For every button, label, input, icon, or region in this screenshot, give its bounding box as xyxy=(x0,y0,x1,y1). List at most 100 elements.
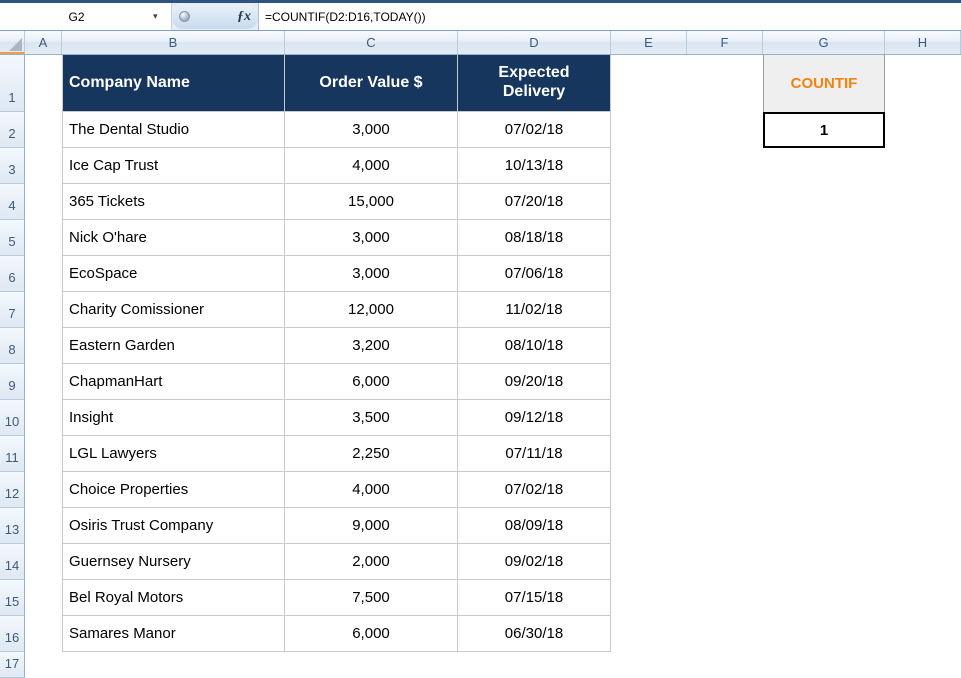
cell-C14[interactable]: 2,000 xyxy=(285,544,458,580)
cell-E14[interactable] xyxy=(611,544,687,580)
cell-F11[interactable] xyxy=(687,436,763,472)
cell-B12[interactable]: Choice Properties xyxy=(62,472,285,508)
cell-C16[interactable]: 6,000 xyxy=(285,616,458,652)
cell-E8[interactable] xyxy=(611,328,687,364)
cell-H1[interactable] xyxy=(885,55,961,112)
cell-F1[interactable] xyxy=(687,55,763,112)
cell-D11[interactable]: 07/11/18 xyxy=(458,436,611,472)
cell-E16[interactable] xyxy=(611,616,687,652)
cell-D9[interactable]: 09/20/18 xyxy=(458,364,611,400)
cell-B3[interactable]: Ice Cap Trust xyxy=(62,148,285,184)
cell-D1[interactable]: Expected Delivery xyxy=(458,55,611,112)
cell-C10[interactable]: 3,500 xyxy=(285,400,458,436)
cell-C5[interactable]: 3,000 xyxy=(285,220,458,256)
cell-G14[interactable] xyxy=(763,544,885,580)
cell-H8[interactable] xyxy=(885,328,961,364)
cell-A2[interactable] xyxy=(25,112,62,148)
cell-D14[interactable]: 09/02/18 xyxy=(458,544,611,580)
cell-H5[interactable] xyxy=(885,220,961,256)
cell-C13[interactable]: 9,000 xyxy=(285,508,458,544)
cell-D16[interactable]: 06/30/18 xyxy=(458,616,611,652)
cell-D6[interactable]: 07/06/18 xyxy=(458,256,611,292)
cell-G7[interactable] xyxy=(763,292,885,328)
row-header-12[interactable]: 12 xyxy=(0,472,25,508)
cell-C9[interactable]: 6,000 xyxy=(285,364,458,400)
row-header-17[interactable]: 17 xyxy=(0,652,25,678)
row-header-6[interactable]: 6 xyxy=(0,256,25,292)
cell-B8[interactable]: Eastern Garden xyxy=(62,328,285,364)
cell-H3[interactable] xyxy=(885,148,961,184)
cell-G16[interactable] xyxy=(763,616,885,652)
cell-F9[interactable] xyxy=(687,364,763,400)
cell-G8[interactable] xyxy=(763,328,885,364)
cell-C15[interactable]: 7,500 xyxy=(285,580,458,616)
cell-B2[interactable]: The Dental Studio xyxy=(62,112,285,148)
cell-A1[interactable] xyxy=(25,55,62,112)
cell-A6[interactable] xyxy=(25,256,62,292)
cell-B10[interactable]: Insight xyxy=(62,400,285,436)
cell-B11[interactable]: LGL Lawyers xyxy=(62,436,285,472)
cell-A5[interactable] xyxy=(25,220,62,256)
cell-E2[interactable] xyxy=(611,112,687,148)
cell-E5[interactable] xyxy=(611,220,687,256)
cell-A11[interactable] xyxy=(25,436,62,472)
cell-H9[interactable] xyxy=(885,364,961,400)
cell-F5[interactable] xyxy=(687,220,763,256)
cell-F3[interactable] xyxy=(687,148,763,184)
cell-F17[interactable] xyxy=(687,652,763,678)
col-header-G[interactable]: G xyxy=(763,31,885,54)
row-header-8[interactable]: 8 xyxy=(0,328,25,364)
row-header-3[interactable]: 3 xyxy=(0,148,25,184)
col-header-F[interactable]: F xyxy=(687,31,763,54)
col-header-H[interactable]: H xyxy=(885,31,961,54)
cell-D15[interactable]: 07/15/18 xyxy=(458,580,611,616)
cell-H7[interactable] xyxy=(885,292,961,328)
cell-H4[interactable] xyxy=(885,184,961,220)
row-header-16[interactable]: 16 xyxy=(0,616,25,652)
cell-G9[interactable] xyxy=(763,364,885,400)
col-header-A[interactable]: A xyxy=(25,31,62,54)
cell-F7[interactable] xyxy=(687,292,763,328)
col-header-D[interactable]: D xyxy=(458,31,611,54)
cell-F2[interactable] xyxy=(687,112,763,148)
select-all-corner[interactable] xyxy=(0,31,25,54)
row-header-14[interactable]: 14 xyxy=(0,544,25,580)
cell-C8[interactable]: 3,200 xyxy=(285,328,458,364)
row-header-4[interactable]: 4 xyxy=(0,184,25,220)
cell-D10[interactable]: 09/12/18 xyxy=(458,400,611,436)
cell-B16[interactable]: Samares Manor xyxy=(62,616,285,652)
row-header-1[interactable]: 1 xyxy=(0,55,25,112)
cell-A14[interactable] xyxy=(25,544,62,580)
cell-E11[interactable] xyxy=(611,436,687,472)
cell-A15[interactable] xyxy=(25,580,62,616)
cell-B13[interactable]: Osiris Trust Company xyxy=(62,508,285,544)
cell-E4[interactable] xyxy=(611,184,687,220)
cell-A10[interactable] xyxy=(25,400,62,436)
cell-E3[interactable] xyxy=(611,148,687,184)
cell-E9[interactable] xyxy=(611,364,687,400)
cell-B1[interactable]: Company Name xyxy=(62,55,285,112)
row-header-2[interactable]: 2 xyxy=(0,112,25,148)
cell-B4[interactable]: 365 Tickets xyxy=(62,184,285,220)
cell-B9[interactable]: ChapmanHart xyxy=(62,364,285,400)
cell-G13[interactable] xyxy=(763,508,885,544)
cell-H15[interactable] xyxy=(885,580,961,616)
cell-G3[interactable] xyxy=(763,148,885,184)
cell-A13[interactable] xyxy=(25,508,62,544)
formula-input[interactable]: =COUNTIF(D2:D16,TODAY()) xyxy=(259,3,961,30)
cell-E7[interactable] xyxy=(611,292,687,328)
cell-D5[interactable]: 08/18/18 xyxy=(458,220,611,256)
cell-G17[interactable] xyxy=(763,652,885,678)
cell-B7[interactable]: Charity Comissioner xyxy=(62,292,285,328)
cell-G15[interactable] xyxy=(763,580,885,616)
col-header-E[interactable]: E xyxy=(611,31,687,54)
cell-A17[interactable] xyxy=(25,652,62,678)
row-header-10[interactable]: 10 xyxy=(0,400,25,436)
cell-A7[interactable] xyxy=(25,292,62,328)
cell-E13[interactable] xyxy=(611,508,687,544)
cell-F14[interactable] xyxy=(687,544,763,580)
cell-C12[interactable]: 4,000 xyxy=(285,472,458,508)
row-header-9[interactable]: 9 xyxy=(0,364,25,400)
cell-C6[interactable]: 3,000 xyxy=(285,256,458,292)
cell-D4[interactable]: 07/20/18 xyxy=(458,184,611,220)
